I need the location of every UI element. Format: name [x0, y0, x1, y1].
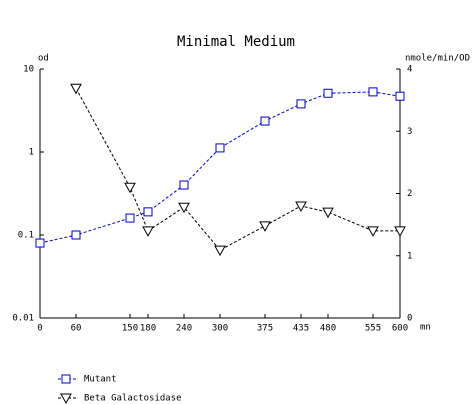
- y-tick-label: 10: [23, 65, 34, 75]
- series-line: [39, 91, 401, 244]
- y2-tick-label: 3: [407, 127, 412, 137]
- data-point: [35, 238, 45, 248]
- data-point: [322, 207, 334, 219]
- y2-tick-label: 4: [407, 65, 412, 75]
- x-tick-label: 375: [257, 324, 273, 334]
- legend-marker: [61, 374, 71, 384]
- y2-axis-label: nmole/min/OD: [405, 54, 470, 64]
- y2-tick-label: 2: [407, 189, 412, 199]
- data-point: [70, 83, 82, 95]
- data-point: [142, 226, 154, 237]
- x-tick-label: 300: [212, 324, 228, 334]
- x-tick-label: 480: [320, 324, 336, 334]
- data-point: [394, 226, 406, 237]
- x-tick-label: 435: [293, 324, 309, 334]
- x-tick-label: 0: [37, 324, 42, 334]
- x-tick-label: 60: [71, 324, 82, 334]
- y2-tick-label: 1: [407, 251, 412, 261]
- series-line: [75, 88, 400, 251]
- data-point: [260, 116, 270, 126]
- x-tick-label: 240: [176, 324, 192, 334]
- y-axis-label: od: [38, 54, 49, 64]
- data-point: [125, 213, 135, 223]
- data-point: [215, 143, 225, 153]
- y-tick-label: 1: [29, 148, 34, 158]
- data-point: [214, 245, 226, 257]
- data-point: [368, 87, 378, 97]
- y-tick-label: 0.01: [12, 314, 34, 324]
- legend-label: Mutant: [84, 375, 117, 385]
- chart-title: Minimal Medium: [177, 34, 295, 50]
- y-tick-label: 0.1: [18, 231, 34, 241]
- data-point: [323, 88, 333, 98]
- data-point: [295, 201, 307, 212]
- data-point: [71, 230, 81, 240]
- legend-label: Beta Galactosidase: [84, 394, 182, 404]
- legend-marker: [60, 393, 72, 405]
- data-point: [178, 202, 190, 214]
- x-axis-label: mn: [420, 323, 431, 333]
- x-tick-label: 555: [365, 324, 381, 334]
- data-point: [395, 91, 405, 101]
- data-point: [179, 180, 189, 190]
- x-tick-label: 600: [392, 324, 408, 334]
- x-tick-label: 150: [122, 324, 138, 334]
- data-point: [143, 207, 153, 217]
- y2-tick-label: 0: [407, 314, 412, 324]
- data-point: [259, 221, 271, 232]
- data-point: [367, 226, 379, 237]
- data-point: [296, 99, 306, 109]
- data-point: [124, 182, 136, 194]
- x-tick-label: 180: [140, 324, 156, 334]
